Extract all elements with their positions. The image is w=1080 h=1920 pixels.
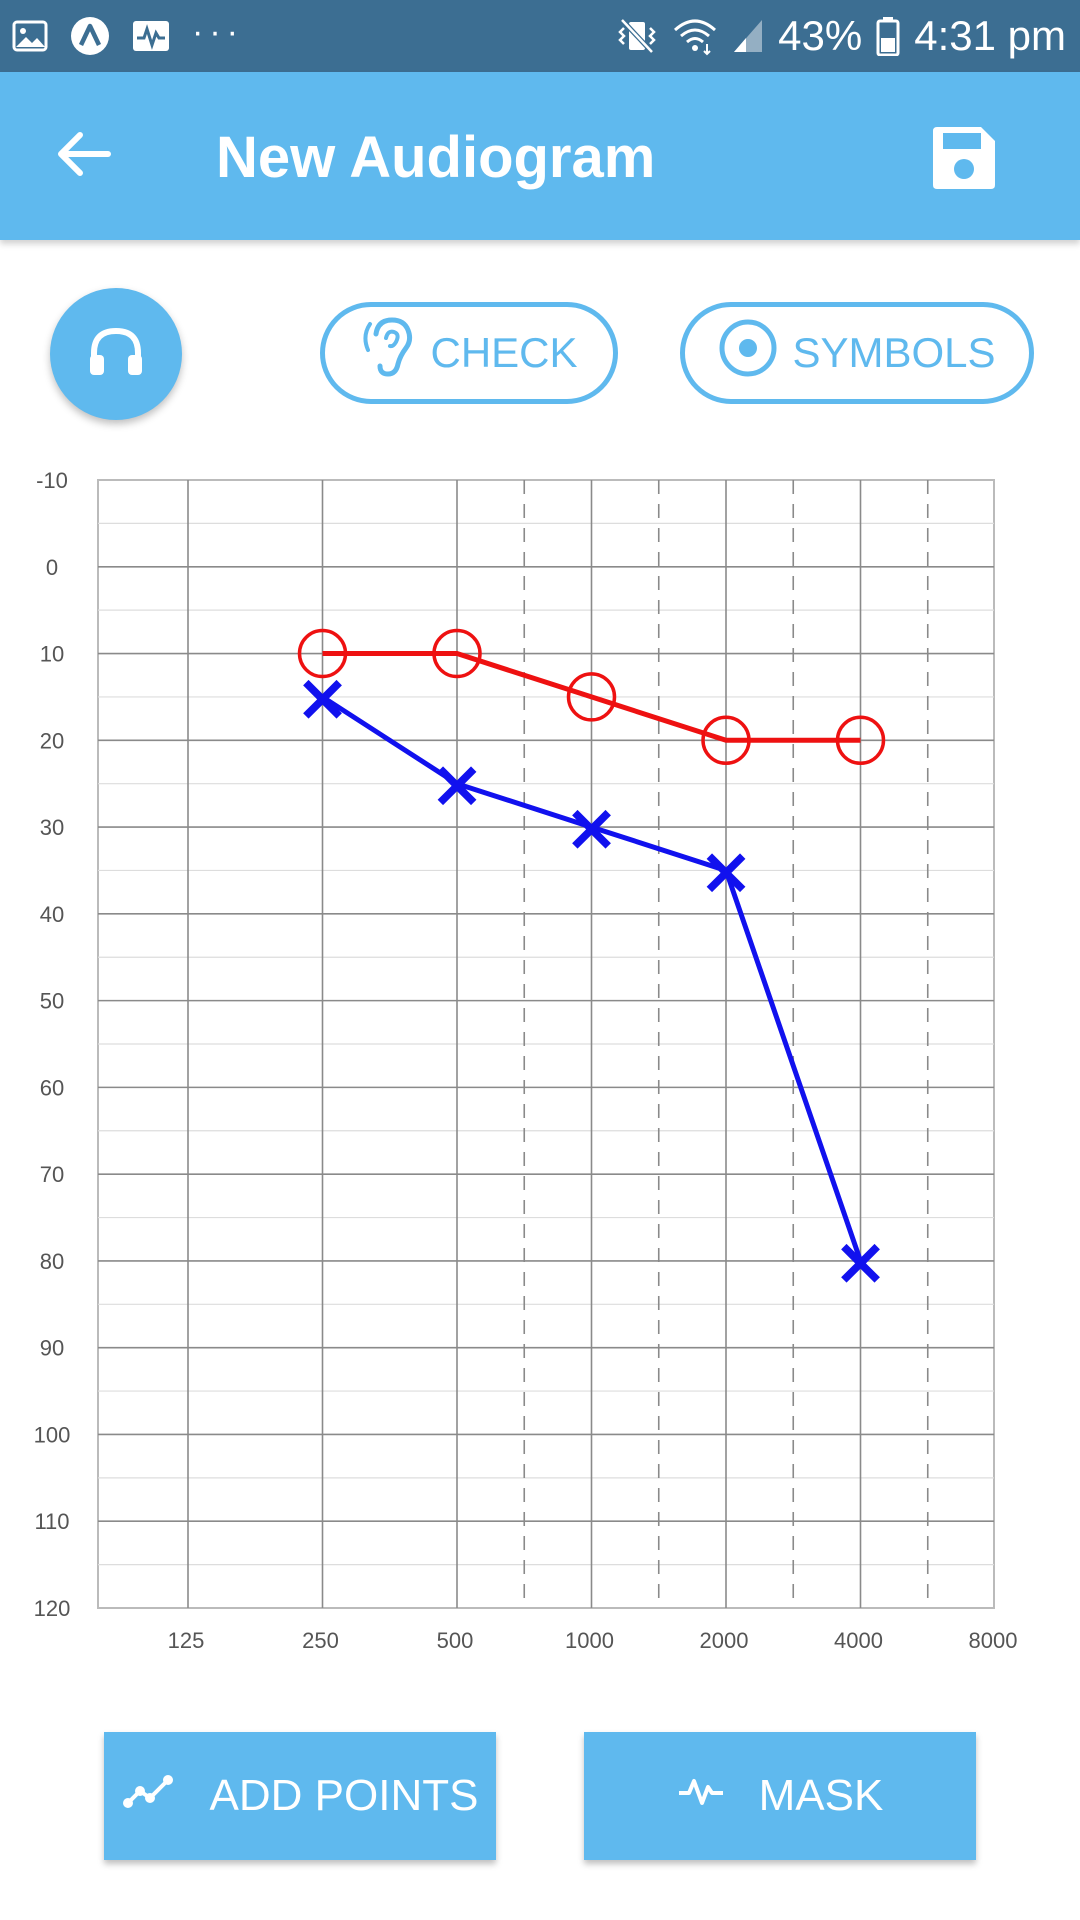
y-tick-label: 60 bbox=[40, 1075, 64, 1100]
y-tick-label: 50 bbox=[40, 989, 64, 1014]
x-tick-label: 2000 bbox=[700, 1628, 749, 1653]
wifi-icon bbox=[672, 16, 718, 56]
y-tick-label: 10 bbox=[40, 642, 64, 667]
pulse-icon bbox=[677, 1771, 725, 1822]
series-line-0 bbox=[322, 651, 861, 743]
check-button[interactable]: CHECK bbox=[320, 302, 618, 404]
mask-button[interactable]: MASK bbox=[584, 1732, 976, 1860]
mask-label: MASK bbox=[758, 1771, 884, 1820]
app-bar: New Audiogram bbox=[0, 72, 1080, 240]
notification-icons: ··· bbox=[12, 14, 244, 58]
system-icons: 43% 4:31 pm bbox=[616, 10, 1066, 62]
data-point-x: × bbox=[429, 746, 484, 823]
headphones-icon bbox=[86, 325, 146, 384]
symbols-label: SYMBOLS bbox=[792, 329, 996, 376]
data-point-circle bbox=[297, 628, 348, 679]
signal-icon bbox=[732, 18, 764, 54]
y-tick-label: 70 bbox=[40, 1162, 64, 1187]
symbols-button[interactable]: SYMBOLS bbox=[680, 302, 1034, 404]
vibrate-icon bbox=[616, 16, 658, 56]
y-tick-label: 30 bbox=[40, 815, 64, 840]
y-tick-label: 40 bbox=[40, 902, 64, 927]
save-button[interactable] bbox=[924, 120, 1004, 200]
activity-icon bbox=[132, 20, 170, 52]
data-point-x: × bbox=[295, 659, 350, 736]
y-tick-label: 110 bbox=[34, 1509, 69, 1534]
data-point-circle bbox=[432, 628, 482, 679]
trend-line-icon bbox=[122, 1771, 176, 1822]
x-tick-label: 1000 bbox=[565, 1628, 614, 1653]
a-icon bbox=[70, 16, 110, 56]
data-point-circle bbox=[701, 715, 751, 766]
audiogram-chart[interactable]: -10 0 10 20 30 40 50 60 70 80 90 100 110 120 125 250 500… bbox=[0, 460, 1080, 1680]
page-title: New Audiogram bbox=[216, 125, 656, 190]
data-point-circle bbox=[566, 672, 617, 722]
clock: 4:31 pm bbox=[914, 12, 1066, 59]
x-tick-label: 125 bbox=[168, 1628, 205, 1653]
add-points-button[interactable]: ADD POINTS bbox=[104, 1732, 496, 1860]
y-tick-label: 80 bbox=[40, 1249, 64, 1274]
data-point-x: × bbox=[833, 1223, 888, 1300]
y-tick-label: -10 bbox=[36, 468, 68, 493]
save-icon bbox=[929, 123, 999, 198]
data-point-x: × bbox=[698, 832, 753, 909]
headphones-button[interactable] bbox=[50, 288, 182, 420]
overflow-indicator: ··· bbox=[192, 13, 244, 51]
status-bar: ··· 43% 4:31 pm bbox=[0, 0, 1080, 72]
add-points-label: ADD POINTS bbox=[209, 1771, 479, 1820]
y-tick-label: 120 bbox=[34, 1596, 71, 1621]
check-label: CHECK bbox=[430, 329, 578, 376]
y-tick-label: 20 bbox=[40, 728, 64, 753]
x-tick-label: 500 bbox=[437, 1628, 474, 1653]
series-line-1 bbox=[321, 694, 863, 1262]
y-tick-label: 0 bbox=[46, 555, 58, 580]
battery-percent: 43% bbox=[778, 12, 863, 59]
target-icon bbox=[718, 318, 778, 388]
y-tick-label: 100 bbox=[34, 1422, 71, 1447]
x-tick-label: 8000 bbox=[969, 1628, 1018, 1653]
data-point-x: × bbox=[564, 789, 619, 866]
data-point-circle bbox=[835, 715, 886, 766]
battery-icon bbox=[876, 16, 900, 56]
ear-icon bbox=[360, 316, 416, 390]
arrow-left-icon bbox=[56, 130, 112, 183]
x-tick-label: 250 bbox=[302, 1628, 339, 1653]
y-tick-label: 90 bbox=[40, 1336, 64, 1361]
x-tick-label: 4000 bbox=[834, 1628, 883, 1653]
back-button[interactable] bbox=[48, 124, 120, 188]
image-icon bbox=[12, 20, 48, 52]
